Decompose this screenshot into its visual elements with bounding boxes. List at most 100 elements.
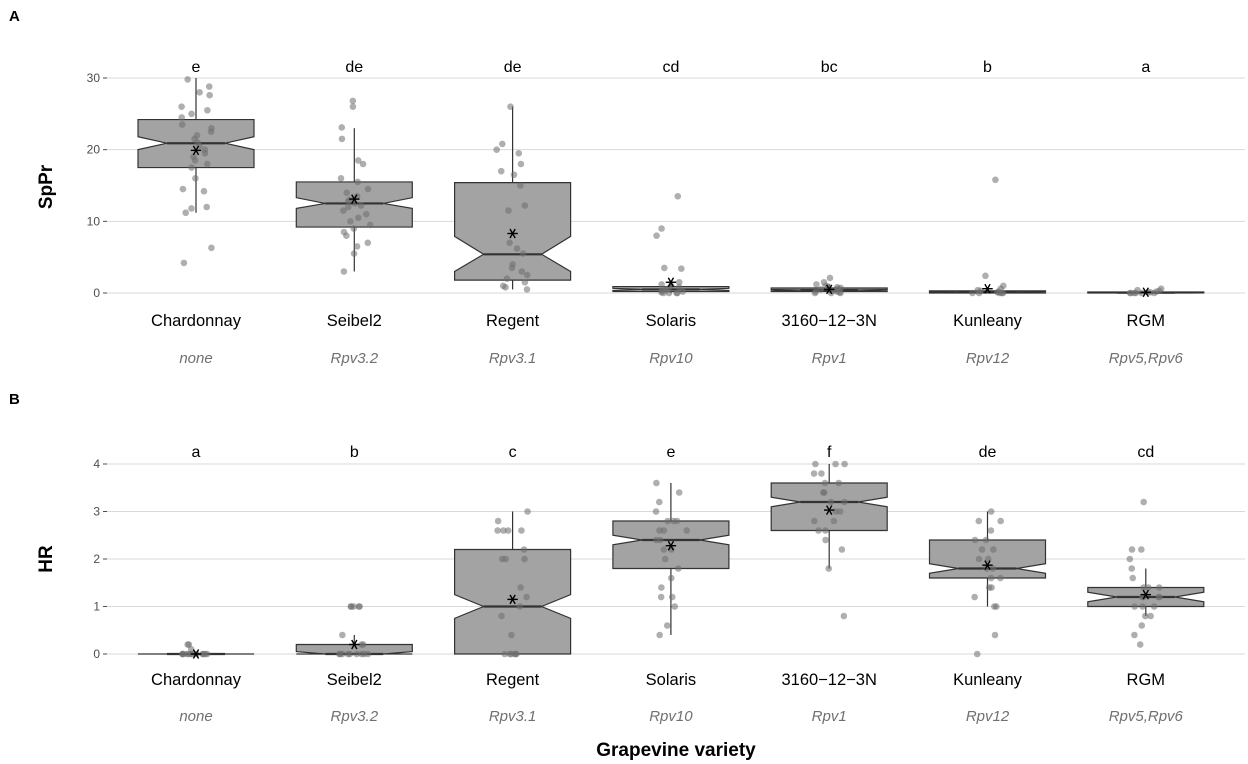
data-point bbox=[182, 209, 190, 217]
data-point bbox=[1142, 612, 1149, 620]
panel-b-y-axis-label: HR bbox=[36, 545, 57, 573]
data-point bbox=[357, 202, 365, 209]
resistance-gene-label: Rpv5,Rpv6 bbox=[1109, 708, 1184, 725]
data-point bbox=[513, 245, 521, 252]
resistance-gene-label: Rpv12 bbox=[966, 708, 1010, 725]
data-point bbox=[653, 479, 660, 487]
data-point bbox=[810, 517, 818, 525]
mean-marker bbox=[665, 277, 677, 288]
data-point bbox=[515, 149, 523, 157]
data-point bbox=[665, 289, 673, 297]
data-point bbox=[524, 508, 531, 515]
data-point bbox=[668, 593, 676, 601]
mean-marker bbox=[507, 594, 518, 605]
data-point bbox=[349, 97, 357, 105]
data-point bbox=[675, 565, 682, 572]
data-point bbox=[661, 555, 669, 563]
data-point bbox=[502, 555, 509, 563]
x-tick-label: 3160−12−3N bbox=[781, 671, 876, 689]
data-point bbox=[1138, 546, 1145, 553]
significance-letter: b bbox=[983, 59, 992, 76]
significance-letter: e bbox=[666, 444, 675, 461]
data-point bbox=[820, 489, 827, 496]
data-point bbox=[205, 83, 213, 90]
data-point bbox=[1145, 584, 1152, 591]
data-point bbox=[1130, 289, 1138, 297]
data-point bbox=[508, 631, 515, 639]
mean-marker bbox=[1140, 589, 1151, 600]
data-point bbox=[517, 160, 525, 168]
mean-marker bbox=[982, 283, 993, 294]
data-point bbox=[518, 268, 526, 275]
data-point bbox=[500, 527, 507, 534]
data-point bbox=[991, 603, 998, 610]
x-tick-label: Seibel2 bbox=[327, 312, 382, 330]
data-point bbox=[1128, 565, 1136, 572]
mean-marker bbox=[665, 540, 677, 551]
data-point bbox=[339, 631, 346, 639]
data-point bbox=[653, 232, 660, 239]
data-point bbox=[517, 182, 524, 189]
significance-letter: de bbox=[979, 444, 997, 461]
y-tick-label: 30 bbox=[87, 71, 101, 85]
data-point bbox=[347, 603, 355, 610]
resistance-gene-label: none bbox=[179, 350, 212, 367]
data-point bbox=[201, 650, 209, 658]
data-point bbox=[978, 546, 986, 553]
data-point bbox=[178, 103, 185, 110]
panel-a-plot: 0 10 20 30 e Chardonnay none de Seibel2 Rpv3.2 de R… bbox=[87, 59, 1245, 367]
data-point bbox=[343, 189, 351, 196]
data-point bbox=[340, 207, 347, 214]
data-point bbox=[494, 527, 501, 534]
significance-letter: bc bbox=[821, 59, 838, 76]
resistance-gene-label: Rpv10 bbox=[649, 350, 693, 367]
data-point bbox=[1128, 546, 1136, 553]
data-point bbox=[992, 176, 999, 184]
data-point bbox=[180, 259, 188, 267]
data-point bbox=[364, 185, 372, 193]
data-point bbox=[1139, 603, 1146, 610]
data-point bbox=[982, 536, 990, 544]
data-point bbox=[991, 631, 999, 639]
data-point bbox=[350, 250, 358, 257]
significance-letter: cd bbox=[662, 59, 679, 76]
data-point bbox=[838, 546, 846, 553]
data-point bbox=[990, 546, 997, 553]
data-point bbox=[810, 470, 818, 477]
data-point bbox=[188, 205, 195, 212]
data-point bbox=[656, 631, 663, 639]
data-point bbox=[675, 278, 683, 286]
data-point bbox=[975, 555, 983, 563]
data-point bbox=[508, 264, 516, 272]
significance-letter: f bbox=[827, 444, 832, 461]
resistance-gene-label: Rpv3.2 bbox=[331, 350, 379, 367]
data-point bbox=[975, 289, 983, 297]
data-point bbox=[670, 517, 677, 525]
data-point bbox=[494, 517, 502, 525]
resistance-gene-label: Rpv10 bbox=[649, 708, 693, 725]
data-point bbox=[997, 517, 1004, 525]
data-point bbox=[501, 650, 509, 658]
data-point bbox=[204, 106, 211, 114]
data-point bbox=[826, 274, 834, 282]
significance-letter: c bbox=[509, 444, 517, 461]
data-point bbox=[521, 278, 529, 286]
data-point bbox=[347, 218, 354, 225]
resistance-gene-label: Rpv12 bbox=[966, 350, 1010, 367]
data-point bbox=[523, 593, 530, 601]
panel-b-plot: 0 1 2 3 4 a Chardonnay none b Seibel2 Rpv3.2 c Regen… bbox=[93, 444, 1245, 725]
data-point bbox=[203, 203, 210, 211]
data-point bbox=[188, 164, 195, 171]
data-point bbox=[206, 91, 213, 99]
resistance-gene-label: Rpv1 bbox=[812, 708, 847, 725]
data-point bbox=[982, 272, 989, 280]
data-point bbox=[521, 202, 529, 209]
data-point bbox=[1155, 593, 1163, 601]
data-point bbox=[1138, 622, 1146, 629]
data-point bbox=[178, 121, 186, 128]
data-point bbox=[191, 157, 199, 164]
data-point bbox=[498, 612, 505, 620]
resistance-gene-label: Rpv3.1 bbox=[489, 350, 537, 367]
data-point bbox=[201, 149, 209, 157]
data-point bbox=[178, 114, 185, 121]
